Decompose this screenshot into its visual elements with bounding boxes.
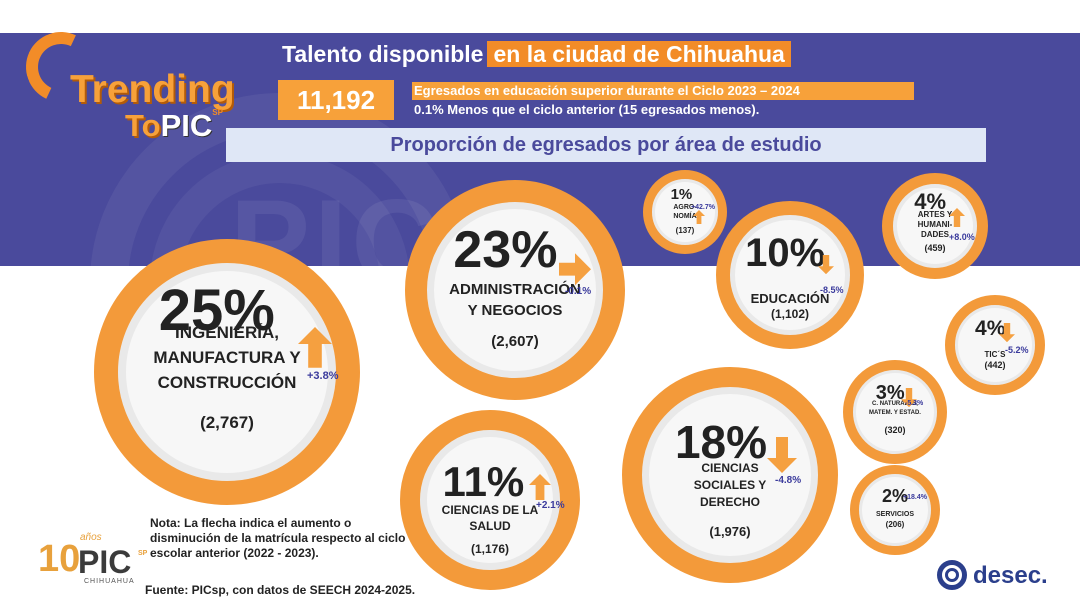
area-percentage: 1% <box>670 186 693 203</box>
bubble-area-3: 10% EDUCACIÓN (1,102) -8.5% <box>716 201 864 349</box>
area-label: ADMINISTRACIÓN Y NEGOCIOS <box>449 281 581 319</box>
trending-topic-logo: Trending ToPICSP <box>16 22 262 143</box>
area-count: (2,607) <box>491 333 539 350</box>
logo-line2: ToPICSP <box>125 108 223 143</box>
area-percentage: 2% <box>881 486 908 506</box>
area-count: (206) <box>885 520 905 529</box>
area-change: -5.2% <box>1005 345 1029 355</box>
arrow-down-icon <box>999 323 1015 343</box>
area-change: -0.1% <box>565 286 592 297</box>
bubble-area-9: 2% SERVICIOS (206) +18.4% <box>850 465 940 555</box>
area-percentage: 3% <box>875 382 905 404</box>
bubble-area-8: 11% CIENCIAS DE LA SALUD (1,176) +2.1% <box>400 410 580 590</box>
desec-mark-icon <box>937 560 967 590</box>
area-change: +2.1% <box>536 500 565 511</box>
footnote: Nota: La flecha indica el aumento o dism… <box>150 516 406 560</box>
arrow-down-icon <box>901 388 917 408</box>
area-change: +18.4% <box>903 494 927 501</box>
logo-line1: Trending <box>70 68 235 111</box>
area-label: CIENCIAS DE LA SALUD <box>441 503 539 533</box>
arrow-up-icon <box>693 210 705 225</box>
total-description: Egresados en educación superior durante … <box>412 82 914 100</box>
bubble-area-5: 4% TIC´S (442) -5.2% <box>945 295 1045 395</box>
bubble-area-0: 25% INGENIERÍA, MANUFACTURA Y CONSTRUCCIÓN (… <box>94 239 360 505</box>
area-count: (1,976) <box>709 524 751 539</box>
area-change: -5.3% <box>905 400 924 407</box>
area-label: C. NATURALES, MATEM. Y ESTAD. <box>869 401 921 416</box>
area-label: CIENCIAS SOCIALES Y DERECHO <box>693 460 767 509</box>
area-label: INGENIERÍA, MANUFACTURA Y CONSTRUCCIÓN <box>153 322 301 392</box>
area-count: (2,767) <box>200 413 254 432</box>
page-title: Talento disponible en la ciudad de Chihua… <box>282 38 791 70</box>
bubble-area-7: 18% CIENCIAS SOCIALES Y DERECHO (1,976) -4.8% <box>622 367 838 583</box>
area-percentage: 23% <box>453 221 558 279</box>
area-label: SERVICIOS <box>876 510 914 518</box>
bubble-area-2: 1% AGRO- NOMÍA (137) +42.7% <box>643 170 727 254</box>
area-count: (442) <box>984 360 1006 370</box>
total-graduates-badge: 11,192 <box>278 80 394 120</box>
area-percentage: 25% <box>158 278 275 343</box>
source-note: Fuente: PICsp, con datos de SEECH 2024-2… <box>145 583 416 597</box>
area-change: +42.7% <box>691 204 715 211</box>
arrow-up-icon <box>298 327 332 368</box>
area-change: +3.8% <box>307 370 339 382</box>
arrow-down-icon <box>767 437 797 473</box>
bubble-area-6: 3% C. NATURALES, MATEM. Y ESTAD. (320) -5.3% <box>843 360 947 464</box>
bubble-area-1: 23% ADMINISTRACIÓN Y NEGOCIOS (2,607) -0.1% <box>405 180 625 400</box>
area-count: (1,102) <box>770 307 810 321</box>
area-label: TIC´S <box>984 350 1006 359</box>
area-label: ARTES Y HUMANI- DADES <box>917 210 953 239</box>
area-percentage: 4% <box>914 189 947 214</box>
area-count: (320) <box>884 425 906 435</box>
area-percentage: 11% <box>442 458 525 505</box>
section-subtitle: Proporción de egresados por área de estu… <box>226 128 986 162</box>
pic-10-years-logo: años 10 PIC SP CHIHUAHUA <box>38 532 148 585</box>
arrow-up-icon <box>949 208 965 228</box>
arrow-up-icon <box>529 474 551 501</box>
area-label: AGRO- NOMÍA <box>673 204 697 220</box>
area-percentage: 4% <box>975 317 1006 340</box>
area-percentage: 10% <box>745 231 826 275</box>
area-label: EDUCACIÓN <box>750 291 830 306</box>
arrow-right-icon <box>559 253 591 286</box>
area-change: -8.5% <box>820 285 844 295</box>
arrow-down-icon <box>818 255 834 275</box>
area-count: (137) <box>675 226 695 235</box>
area-percentage: 18% <box>674 416 768 468</box>
bubble-area-4: 4% ARTES Y HUMANI- DADES (459) +8.0% <box>882 173 988 279</box>
area-count: (459) <box>924 243 946 253</box>
area-count: (1,176) <box>470 542 510 556</box>
area-change: +8.0% <box>949 232 975 242</box>
area-change: -4.8% <box>775 475 802 486</box>
change-description: 0.1% Menos que el ciclo anterior (15 egr… <box>414 102 760 117</box>
